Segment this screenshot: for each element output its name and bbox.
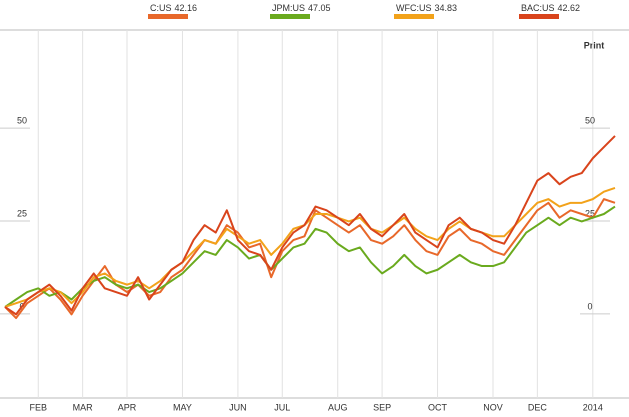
legend-price: 42.16 — [175, 3, 198, 13]
x-tick-label: OCT — [428, 402, 448, 412]
legend-label: C:US 42.16 — [150, 3, 197, 13]
x-tick-label: AUG — [328, 402, 348, 412]
x-tick-label: SEP — [373, 402, 391, 412]
legend-swatch — [148, 14, 188, 19]
y-tick-label-right: 25 — [585, 208, 595, 218]
legend-price: 42.62 — [558, 3, 581, 13]
legend-swatch — [519, 14, 559, 19]
legend-name: BAC:US — [521, 3, 555, 13]
legend-name: C:US — [150, 3, 172, 13]
legend-price: 34.83 — [435, 3, 458, 13]
x-tick-label: MAR — [73, 402, 94, 412]
x-tick-label: NOV — [483, 402, 503, 412]
legend-name: WFC:US — [396, 3, 432, 13]
series-line — [4, 187, 616, 308]
x-tick-label: FEB — [30, 402, 48, 412]
x-tick-label: DEC — [528, 402, 548, 412]
x-tick-label: MAY — [173, 402, 192, 412]
x-tick-label: 2014 — [583, 402, 603, 412]
y-tick-label-right: 0 — [587, 301, 592, 311]
legend-label: JPM:US 47.05 — [272, 3, 331, 13]
legend-swatch — [394, 14, 434, 19]
legend-swatch — [270, 14, 310, 19]
print-button[interactable]: Print — [584, 40, 605, 50]
series-line — [4, 198, 616, 320]
series-line — [4, 205, 616, 308]
legend-label: WFC:US 34.83 — [396, 3, 457, 13]
y-tick-label: 25 — [17, 208, 27, 218]
x-tick-label: APR — [118, 402, 137, 412]
legend-name: JPM:US — [272, 3, 305, 13]
legend-label: BAC:US 42.62 — [521, 3, 580, 13]
x-tick-label: JUN — [229, 402, 247, 412]
series-line — [4, 135, 616, 316]
y-tick-label: 50 — [17, 115, 27, 125]
x-tick-label: JUL — [274, 402, 290, 412]
legend-price: 47.05 — [308, 3, 331, 13]
y-tick-label-right: 50 — [585, 115, 595, 125]
